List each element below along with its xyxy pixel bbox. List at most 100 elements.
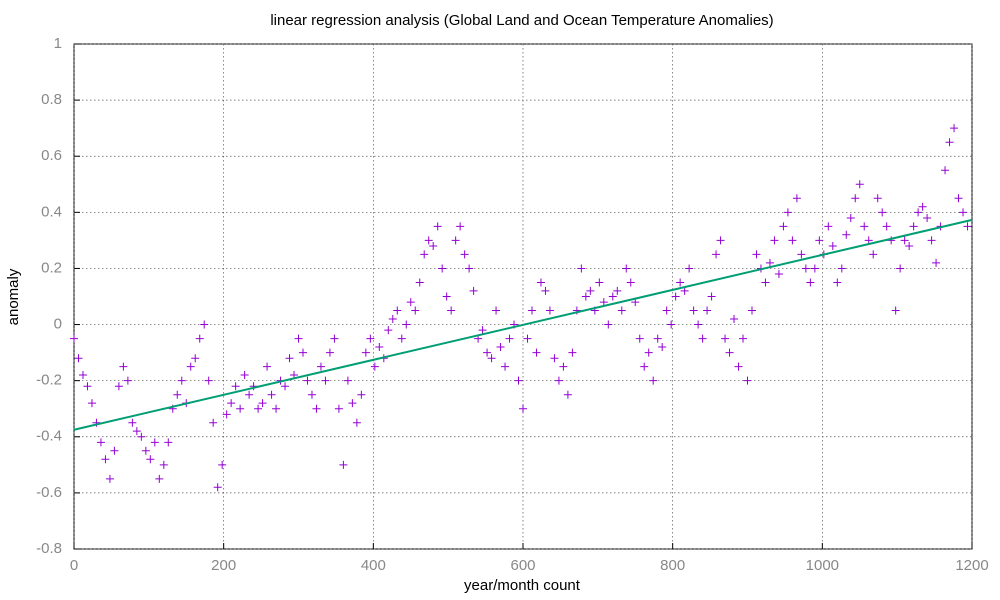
- scatter-point: [586, 286, 595, 295]
- scatter-point: [222, 410, 231, 419]
- scatter-point: [739, 334, 748, 343]
- scatter-point: [721, 334, 730, 343]
- scatter-point: [447, 306, 456, 315]
- scatter-point: [779, 222, 788, 231]
- scatter-point: [433, 222, 442, 231]
- scatter-point: [797, 250, 806, 259]
- scatter-point: [536, 278, 545, 287]
- scatter-point: [846, 213, 855, 222]
- scatter-point: [617, 306, 626, 315]
- scatter-point: [406, 298, 415, 307]
- scatter-point: [622, 264, 631, 273]
- y-tick-label: 0.4: [41, 203, 62, 220]
- scatter-point: [905, 242, 914, 250]
- x-tick-label: 1200: [955, 557, 988, 574]
- scatter-point: [334, 404, 343, 413]
- scatter-point: [469, 286, 478, 295]
- scatter-point: [842, 230, 851, 239]
- scatter-point: [716, 236, 725, 245]
- scatter-point: [550, 354, 559, 363]
- scatter-point: [707, 292, 716, 301]
- chart-title: linear regression analysis (Global Land …: [270, 12, 773, 29]
- scatter-point: [671, 292, 680, 301]
- scatter-point: [132, 427, 141, 436]
- scatter-point: [460, 250, 469, 259]
- scatter-point: [164, 438, 173, 447]
- scatter-point: [388, 314, 397, 323]
- scatter-point: [959, 208, 968, 217]
- scatter-point: [343, 376, 352, 385]
- scatter-point: [146, 455, 155, 464]
- scatter-point: [837, 264, 846, 273]
- scatter-point: [456, 222, 465, 231]
- x-tick-label: 800: [660, 557, 685, 574]
- scatter-point: [285, 354, 294, 363]
- scatter-point: [110, 446, 119, 455]
- scatter-point: [595, 278, 604, 287]
- scatter-point: [545, 306, 554, 315]
- scatter-point: [658, 343, 667, 351]
- scatter-point: [743, 376, 752, 385]
- scatter-point: [74, 354, 83, 363]
- scatter-point: [186, 362, 195, 371]
- scatter-point: [114, 382, 123, 391]
- scatter-point: [357, 390, 366, 399]
- scatter-point: [523, 334, 532, 343]
- scatter-point: [101, 455, 110, 464]
- scatter-point: [801, 264, 810, 273]
- scatter-point: [339, 460, 348, 469]
- scatter-point: [945, 138, 954, 147]
- scatter-point: [680, 286, 689, 295]
- scatter-point: [581, 292, 590, 301]
- scatter-point: [420, 250, 429, 259]
- scatter-point: [792, 194, 801, 203]
- scatter-point: [932, 258, 941, 267]
- scatter-point: [783, 208, 792, 217]
- scatter-point: [231, 382, 240, 391]
- scatter-point: [96, 438, 105, 447]
- scatter-point: [815, 236, 824, 245]
- scatter-point: [891, 306, 900, 315]
- scatter-point: [730, 314, 739, 323]
- scatter-point: [213, 483, 222, 492]
- scatter-point: [689, 306, 698, 315]
- scatter-point: [608, 292, 617, 301]
- scatter-point: [78, 371, 87, 380]
- scatter-point: [878, 208, 887, 217]
- scatter-point: [613, 286, 622, 295]
- scatter-point: [119, 362, 128, 371]
- scatter-point: [424, 236, 433, 245]
- scatter-point: [761, 278, 770, 287]
- scatter-point: [227, 399, 236, 408]
- scatter-point: [200, 320, 209, 329]
- scatter-point: [316, 362, 325, 371]
- scatter-point: [83, 382, 92, 391]
- scatter-point: [492, 306, 501, 315]
- scatter-point: [698, 334, 707, 343]
- scatter-point: [703, 306, 712, 315]
- y-tick-label: 1: [54, 35, 62, 52]
- scatter-point: [923, 213, 932, 222]
- scatter-point: [496, 343, 505, 351]
- scatter-point: [402, 320, 411, 329]
- scatter-point: [137, 432, 146, 441]
- scatter-point: [828, 242, 837, 250]
- scatter-point: [896, 264, 905, 273]
- scatter-point: [191, 354, 200, 363]
- scatter-point: [272, 404, 281, 413]
- scatter-point: [150, 438, 159, 447]
- scatter-point: [909, 222, 918, 231]
- scatter-point: [918, 202, 927, 211]
- scatter-point: [263, 362, 272, 371]
- scatter-point: [649, 376, 658, 385]
- scatter-point: [810, 264, 819, 273]
- scatter-point: [577, 264, 586, 273]
- scatter-point: [554, 376, 563, 385]
- scatter-point: [963, 222, 972, 231]
- scatter-point: [914, 208, 923, 217]
- scatter-point: [195, 334, 204, 343]
- scatter-point: [833, 278, 842, 287]
- scatter-point: [941, 166, 950, 175]
- scatter-point: [873, 194, 882, 203]
